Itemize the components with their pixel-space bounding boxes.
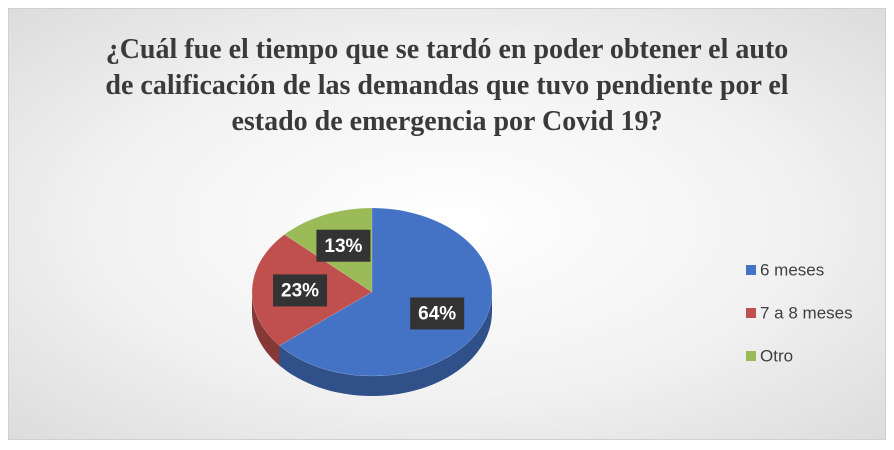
pie-slice xyxy=(279,207,493,377)
value-label-box xyxy=(410,297,465,330)
slice-side xyxy=(252,292,280,366)
value-label: 13% xyxy=(324,236,362,257)
value-label-box xyxy=(316,229,371,262)
value-label: 64% xyxy=(418,303,456,324)
legend-swatch xyxy=(746,265,756,275)
legend-label: 7 a 8 meses xyxy=(760,303,853,322)
legend-swatch xyxy=(746,351,756,361)
chart-title: ¿Cuál fue el tiempo que se tardó en pode… xyxy=(105,34,789,137)
value-label-box xyxy=(273,274,328,307)
value-label: 23% xyxy=(281,280,319,301)
legend-label: 6 meses xyxy=(760,260,824,279)
legend-swatch xyxy=(746,308,756,318)
legend-label: Otro xyxy=(760,346,793,365)
slice-side xyxy=(279,292,492,396)
